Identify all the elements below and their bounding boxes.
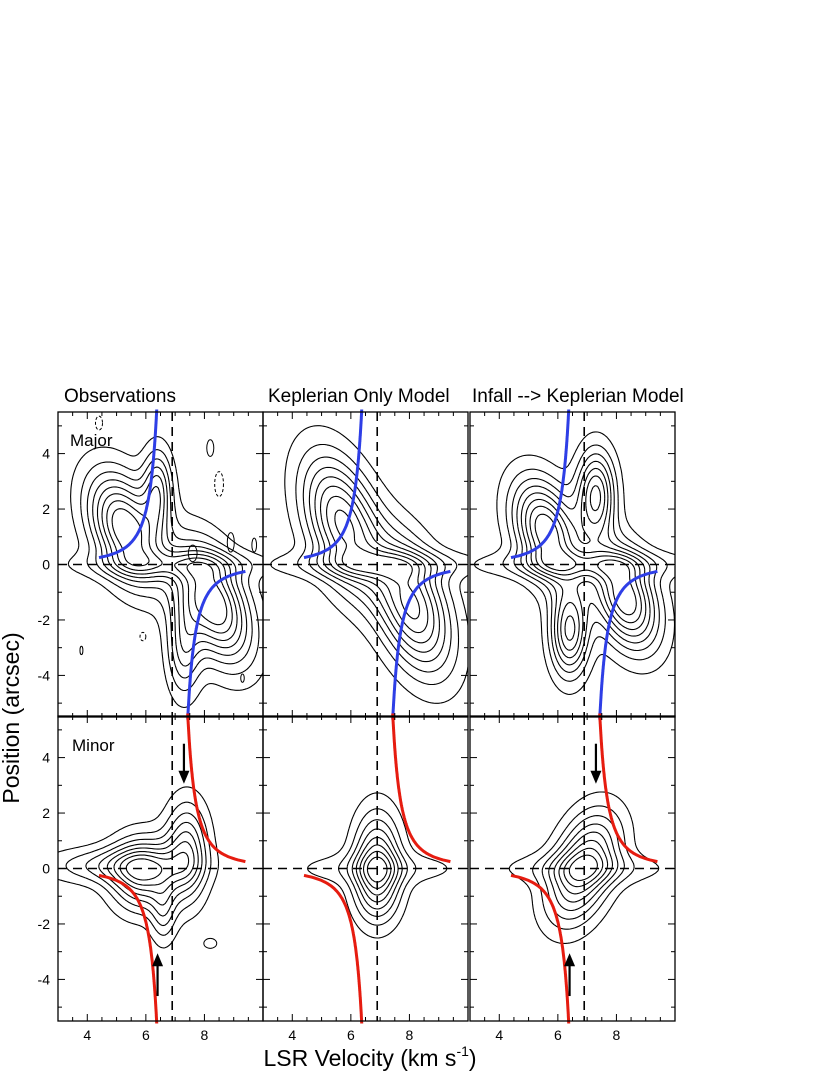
keplerian-curve-blue: [598, 569, 658, 720]
arrow-head: [564, 953, 576, 967]
panel-major-2-contour-level: [520, 467, 651, 659]
panel-minor-1-contour-level: [351, 828, 403, 910]
panel-minor-2-contour-level: [548, 823, 619, 912]
y-tick-label: 2: [42, 501, 50, 517]
panel-major-0-contour-level: [106, 500, 233, 634]
y-tick-label: 4: [42, 446, 50, 462]
panel-major-0-contour-level: [67, 436, 264, 708]
panel-major-2-contour-level: [525, 475, 647, 651]
x-tick-label: 6: [554, 1027, 562, 1043]
panel-minor-2-contour-level: [553, 831, 614, 903]
noise-contour: [79, 645, 84, 656]
panel-minor-0-contour-level: [57, 786, 220, 949]
x-axis-label-main: LSR Velocity (km s: [263, 1045, 456, 1071]
rotation-curves: [98, 409, 658, 1024]
x-axis-label-end: ): [469, 1045, 477, 1071]
infall-curve-red: [303, 873, 364, 1024]
y-tick-label: -2: [38, 916, 51, 932]
keplerian-curve-blue: [303, 409, 364, 560]
infall-arrows: [152, 743, 602, 997]
x-tick-label: 8: [613, 1027, 621, 1043]
infall-curve-red: [510, 873, 571, 1024]
y-tick-label: -4: [38, 667, 51, 683]
panel-minor-2-contour-level: [563, 847, 604, 888]
panel-minor-1-contour-level: [337, 808, 417, 926]
panel-minor-1-contour-level: [362, 850, 392, 890]
y-tick-label: -4: [38, 971, 51, 987]
panel-major-2-contour-level: [516, 460, 655, 666]
noise-contour: [251, 537, 258, 553]
axis-ticks: -4 -2 0 2 4 -4 -2 0 2 4 4 6 8 4 6 8 4 6 8: [38, 412, 676, 1043]
infall-curve-red: [186, 713, 246, 864]
y-tick-label: 2: [42, 805, 50, 821]
panel-major-2-contour-level: [529, 485, 642, 641]
row-label-major: Major: [70, 431, 113, 450]
x-tick-label: 6: [142, 1027, 150, 1043]
x-tick-label: 4: [495, 1027, 503, 1043]
infall-curve-red: [598, 713, 658, 864]
noise-contour: [187, 544, 198, 563]
panel-major-0-contour-level: [86, 458, 253, 679]
panel-minor-1-contour-level: [366, 856, 388, 883]
panel-title-infall-keplerian: Infall --> Keplerian Model: [472, 386, 684, 407]
panel-frames: [57, 411, 676, 1022]
panel-minor-2-contour-level: [568, 854, 598, 882]
x-axis-label: LSR Velocity (km s-1): [263, 1043, 476, 1071]
panel-minor-1-contour-level: [355, 836, 399, 903]
noise-contour-negative: [214, 471, 224, 498]
panel-minor-0-contour-level: [85, 812, 207, 927]
y-tick-label: 0: [42, 557, 50, 573]
panel-minor-1-contour-level: [346, 819, 408, 917]
panel-minor-0-contour-level: [125, 858, 163, 881]
panel-major-0-contour-level: [111, 508, 228, 626]
keplerian-curve-blue: [510, 409, 571, 560]
infall-curve-red: [98, 873, 159, 1024]
panel-major-1-contour-level: [314, 476, 440, 653]
arrow-head: [178, 770, 190, 784]
row-label-minor: Minor: [72, 736, 115, 755]
panel-minor-0-contour-level: [98, 821, 203, 917]
panel-major-1-contour-level: [334, 509, 421, 620]
x-tick-label: 8: [406, 1027, 414, 1043]
y-tick-label: 0: [42, 861, 50, 877]
x-tick-label: 6: [347, 1027, 355, 1043]
noise-contour: [206, 439, 215, 457]
arrow-head: [152, 953, 164, 967]
noise-contour-negative: [139, 631, 147, 642]
reference-lines: [58, 412, 675, 1021]
panel-minor-0-contour-level: [65, 801, 212, 936]
panel-minor-1-contour-level: [306, 792, 448, 939]
panel-title-keplerian-only: Keplerian Only Model: [268, 386, 450, 407]
x-tick-label: 4: [288, 1027, 296, 1043]
noise-contour: [203, 937, 218, 949]
panel-title-observations: Observations: [64, 386, 176, 407]
arrow-head: [590, 770, 602, 784]
noise-contour: [226, 532, 235, 553]
keplerian-curve-blue: [98, 409, 159, 560]
y-tick-label: 4: [42, 750, 50, 766]
panel-minor-0-contour-level: [119, 851, 190, 886]
y-tick-label: -2: [38, 612, 51, 628]
y-axis-label: Position (arcsec): [0, 632, 24, 803]
infall-curve-red: [391, 713, 451, 864]
x-axis-label-sup: -1: [456, 1043, 469, 1059]
panel-major-0-contour-level: [96, 474, 243, 653]
noise-contour-negative: [94, 415, 104, 431]
noise-contour: [240, 673, 245, 683]
x-tick-label: 4: [83, 1027, 91, 1043]
keplerian-curve-blue: [391, 569, 451, 720]
panel-major-1-contour-level: [269, 425, 469, 704]
keplerian-curve-blue: [186, 569, 246, 720]
panel-major-2-contour-level: [502, 444, 668, 682]
panel-major-2-contour-level: [511, 453, 660, 673]
panel-minor-2-contour-level: [532, 805, 635, 930]
x-tick-label: 8: [201, 1027, 209, 1043]
